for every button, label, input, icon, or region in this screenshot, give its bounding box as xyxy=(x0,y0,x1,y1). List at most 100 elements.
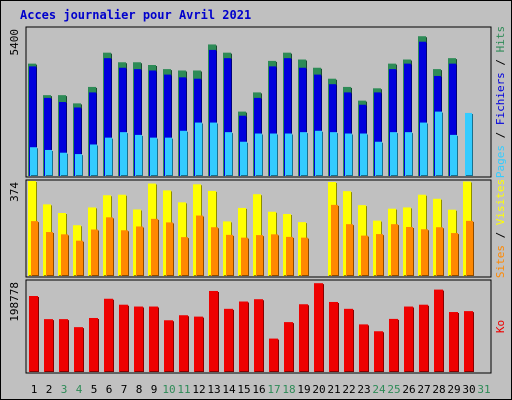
pages-bar-16 xyxy=(255,133,262,176)
files-bar-11 xyxy=(179,77,186,176)
sites-bar-19 xyxy=(301,237,308,276)
files-bar-19 xyxy=(299,67,306,176)
pages-bar-19 xyxy=(300,132,307,176)
y-max-label-3: 198778 xyxy=(8,282,21,322)
legend-pages-files-hits-part-4: Hits xyxy=(494,26,507,53)
day-label-16: 16 xyxy=(252,383,265,396)
files-bar-2 xyxy=(44,97,51,176)
files-bar-4 xyxy=(74,107,81,176)
sites-bar-30 xyxy=(466,220,473,276)
ko-bar-4 xyxy=(74,327,83,372)
ko-bar-24 xyxy=(374,331,383,372)
sites-bar-29 xyxy=(451,233,458,276)
sites-bar-10 xyxy=(166,222,173,276)
files-bar-10 xyxy=(164,74,171,176)
day-label-19: 19 xyxy=(297,383,310,396)
sites-bar-22 xyxy=(346,224,353,276)
ko-bar-14 xyxy=(224,308,233,372)
ko-bar-26 xyxy=(404,306,413,372)
sites-bar-7 xyxy=(121,230,128,276)
legend-ko: Ko xyxy=(494,320,507,333)
day-label-26: 26 xyxy=(402,383,415,396)
ko-bar-28 xyxy=(434,289,443,372)
ko-bar-13 xyxy=(209,290,218,372)
pages-bar-9 xyxy=(150,137,157,176)
files-bar-3 xyxy=(59,102,66,176)
pages-bar-20 xyxy=(315,130,322,176)
files-bar-26 xyxy=(404,63,411,176)
sites-bar-11 xyxy=(181,237,188,276)
day-label-6: 6 xyxy=(106,383,113,396)
pages-bar-30 xyxy=(465,112,472,176)
pages-bar-24 xyxy=(375,141,382,176)
files-bar-9 xyxy=(149,70,156,176)
pages-bar-25 xyxy=(390,132,397,176)
legend-ko-part-0: Ko xyxy=(494,320,507,333)
ko-bar-1 xyxy=(29,296,38,372)
pages-bar-15 xyxy=(240,141,247,176)
day-label-7: 7 xyxy=(121,383,128,396)
files-bar-20 xyxy=(314,74,321,176)
legend-sites-visits-part-1: / xyxy=(494,225,507,245)
sites-bar-12 xyxy=(196,215,203,276)
sites-bar-2 xyxy=(46,232,53,276)
day-label-30: 30 xyxy=(462,383,475,396)
pages-bar-22 xyxy=(345,133,352,176)
sites-bar-16 xyxy=(256,235,263,276)
files-bar-25 xyxy=(389,69,396,176)
pages-bar-29 xyxy=(450,134,457,176)
sites-bar-4 xyxy=(76,240,83,276)
day-label-20: 20 xyxy=(312,383,325,396)
ko-bar-20 xyxy=(314,283,323,372)
sites-bar-14 xyxy=(226,234,233,276)
pages-bar-4 xyxy=(75,154,82,176)
ko-bar-6 xyxy=(104,298,113,372)
ko-bar-21 xyxy=(329,301,338,372)
files-bar-6 xyxy=(104,58,111,176)
day-label-25: 25 xyxy=(387,383,400,396)
day-label-13: 13 xyxy=(207,383,220,396)
ko-bar-22 xyxy=(344,308,353,372)
files-bar-5 xyxy=(89,92,96,176)
chart-title: Acces journalier pour Avril 2021 xyxy=(20,8,252,22)
ko-bar-11 xyxy=(179,315,188,372)
sites-bar-25 xyxy=(391,224,398,276)
legend-sites-visits-part-2: Visites xyxy=(494,179,507,225)
sites-bar-21 xyxy=(331,204,338,276)
pages-bar-3 xyxy=(60,152,67,176)
sites-bar-8 xyxy=(136,226,143,276)
day-label-14: 14 xyxy=(222,383,236,396)
ko-bar-8 xyxy=(134,306,143,372)
pages-bar-27 xyxy=(420,122,427,176)
pages-bar-7 xyxy=(120,132,127,176)
pages-bar-11 xyxy=(180,130,187,176)
pages-bar-5 xyxy=(90,144,97,176)
sites-bar-9 xyxy=(151,218,158,276)
sites-bar-6 xyxy=(106,217,113,276)
pages-bar-13 xyxy=(210,122,217,176)
day-label-1: 1 xyxy=(31,383,38,396)
day-label-12: 12 xyxy=(192,383,205,396)
ko-bar-18 xyxy=(284,322,293,372)
ko-bar-19 xyxy=(299,304,308,372)
ko-bar-10 xyxy=(164,320,173,372)
files-bar-24 xyxy=(374,92,381,176)
day-label-8: 8 xyxy=(136,383,143,396)
files-bar-18 xyxy=(284,58,291,176)
pages-bar-10 xyxy=(165,137,172,176)
files-bar-1 xyxy=(29,66,36,176)
ko-bar-23 xyxy=(359,324,368,372)
sites-bar-15 xyxy=(241,237,248,276)
ko-bar-3 xyxy=(59,319,68,372)
day-label-2: 2 xyxy=(46,383,53,396)
ko-bar-5 xyxy=(89,317,98,372)
day-label-29: 29 xyxy=(447,383,460,396)
sites-bar-1 xyxy=(31,221,38,276)
day-label-17: 17 xyxy=(267,383,280,396)
files-bar-17 xyxy=(269,66,276,176)
ko-bar-16 xyxy=(254,299,263,372)
day-label-18: 18 xyxy=(282,383,295,396)
sites-bar-23 xyxy=(361,235,368,276)
legend-pages-files-hits-part-3: / xyxy=(494,52,507,72)
